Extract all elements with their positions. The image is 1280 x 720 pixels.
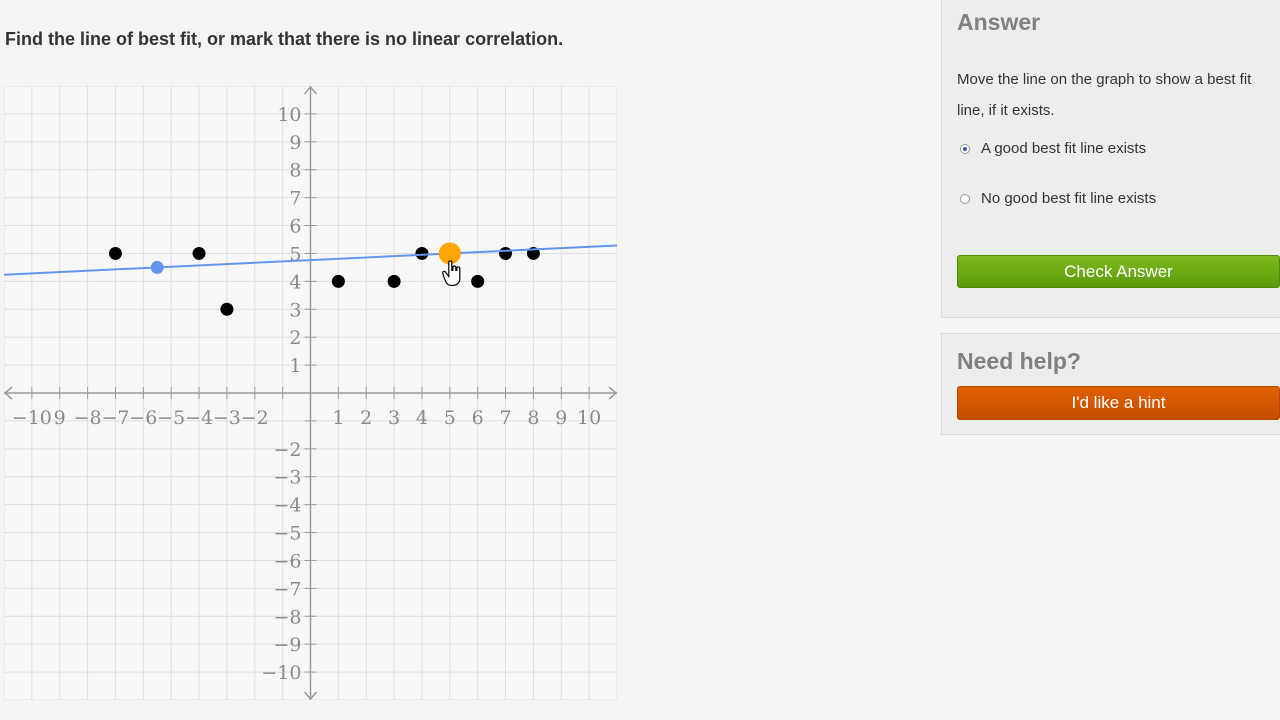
- x-tick-label: −8: [74, 407, 102, 429]
- x-tick-label: −6: [129, 407, 157, 429]
- y-tick-label: −2: [273, 439, 301, 461]
- radio-button[interactable]: [960, 193, 970, 204]
- x-tick-label: 2: [360, 407, 372, 429]
- y-tick-label: 7: [289, 188, 301, 210]
- y-axis-arrow-up: [303, 86, 318, 95]
- question-text: Find the line of best fit, or mark that …: [5, 29, 564, 49]
- x-tick-label: 3: [388, 407, 400, 429]
- help-panel: Need help? I'd like a hint: [941, 333, 1280, 435]
- y-tick-label: 9: [289, 132, 301, 154]
- x-tick-label: 1: [332, 407, 344, 429]
- x-tick-label: −5: [157, 407, 185, 429]
- x-axis-arrow-left: [4, 386, 13, 400]
- y-tick-label: −9: [273, 634, 301, 656]
- x-tick-label: 9: [555, 407, 567, 429]
- y-tick-label: −3: [273, 467, 301, 489]
- data-point: [331, 274, 345, 288]
- x-tick-label: −2: [241, 407, 269, 429]
- data-point: [220, 302, 234, 316]
- data-point: [415, 246, 429, 260]
- data-point: [192, 246, 206, 260]
- y-tick-label: −10: [261, 662, 301, 684]
- x-tick-label: 4: [416, 407, 428, 429]
- x-tick-label: 5: [444, 407, 456, 429]
- data-point: [471, 274, 485, 288]
- y-axis-arrow-down: [303, 691, 318, 700]
- data-point: [108, 246, 122, 260]
- line-handle-2[interactable]: [438, 242, 461, 265]
- option-no-best-fit[interactable]: No good best fit line exists: [960, 190, 1156, 207]
- x-tick-label: 7: [499, 407, 511, 429]
- y-tick-label: 6: [289, 216, 301, 238]
- y-tick-label: −5: [273, 523, 301, 545]
- radio-button-selected[interactable]: [960, 143, 970, 154]
- y-tick-label: 10: [277, 104, 301, 126]
- data-point: [387, 274, 401, 288]
- y-tick-label: −6: [273, 550, 301, 572]
- help-title: Need help?: [957, 348, 1081, 374]
- check-answer-button[interactable]: Check Answer: [957, 255, 1280, 288]
- x-tick-label: −10: [12, 407, 52, 429]
- answer-panel: Answer Move the line on the graph to sho…: [941, 0, 1280, 318]
- y-tick-label: 1: [289, 355, 301, 377]
- x-tick-label: −4: [185, 407, 213, 429]
- hint-button[interactable]: I'd like a hint: [957, 386, 1280, 420]
- line-handle-1[interactable]: [150, 260, 164, 274]
- answer-title: Answer: [957, 9, 1041, 35]
- option-best-fit-exists[interactable]: A good best fit line exists: [960, 140, 1146, 157]
- answer-instructions: Move the line on the graph to show a bes…: [957, 71, 1252, 119]
- y-tick-label: −7: [273, 578, 301, 600]
- x-axis-arrow-right: [608, 386, 617, 400]
- x-tick-label: 6: [472, 407, 484, 429]
- x-tick-label: 9: [54, 407, 66, 429]
- best-fit-line[interactable]: [4, 244, 617, 276]
- y-tick-label: −4: [273, 495, 301, 517]
- y-tick-label: 2: [289, 327, 301, 349]
- x-tick-label: 10: [577, 407, 601, 429]
- hand-cursor-icon: [442, 260, 461, 287]
- y-tick-label: 8: [289, 160, 301, 182]
- data-point: [499, 246, 513, 260]
- option-label: A good best fit line exists: [981, 140, 1147, 157]
- y-tick-label: 5: [289, 243, 301, 265]
- y-tick-label: −8: [273, 606, 301, 628]
- x-tick-label: −3: [213, 407, 241, 429]
- y-tick-label: 4: [289, 271, 301, 293]
- scatter-graph[interactable]: −10 9 −8 −7 −6 −5 −4 −3 −2 1 2 3 4 5 6 7 8 9 10 10 9 8 7 6 5 4 3 2 1…: [4, 86, 617, 700]
- x-tick-label: −7: [101, 407, 129, 429]
- graph-canvas[interactable]: −10 9 −8 −7 −6 −5 −4 −3 −2 1 2 3 4 5 6 7 8 9 1010987654321…: [4, 86, 617, 700]
- y-tick-label: 3: [289, 299, 301, 321]
- x-tick-label: 8: [527, 407, 539, 429]
- option-label: No good best fit line exists: [981, 190, 1157, 207]
